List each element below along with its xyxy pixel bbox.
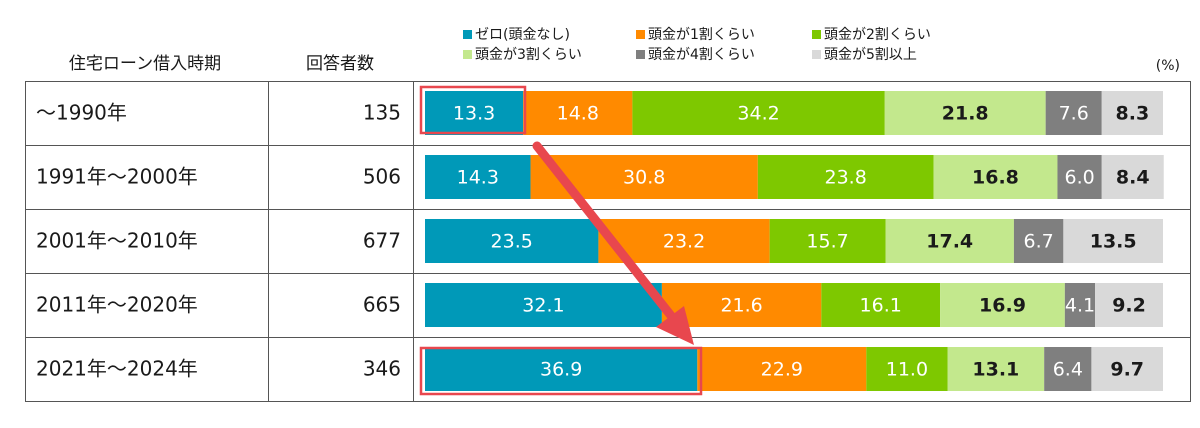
bar-segment [1057, 155, 1102, 199]
bar-segment [884, 91, 1046, 135]
bar-segment [425, 219, 599, 263]
trend-arrow-shaft [532, 141, 681, 327]
bar-segment [885, 219, 1014, 263]
table-grid [25, 81, 1191, 402]
value-label: 8.3 [1116, 103, 1150, 125]
annotations [419, 85, 703, 396]
bar-segment [425, 155, 531, 199]
bar-segment [1013, 219, 1064, 263]
value-label: 7.6 [1059, 103, 1089, 125]
value-label: 16.9 [979, 295, 1026, 317]
value-label: 23.5 [491, 231, 533, 253]
row-label: 2011年～2020年 [36, 293, 198, 317]
value-label: 6.4 [1053, 359, 1083, 381]
legend-label: 頭金が3割くらい [475, 47, 582, 63]
value-label: 16.8 [972, 167, 1019, 189]
value-label: 6.0 [1064, 167, 1094, 189]
bar-segment [940, 283, 1065, 327]
highlight-box [419, 85, 527, 135]
value-label: 22.9 [761, 359, 803, 381]
respondents: 135 [363, 101, 401, 125]
value-label: 13.3 [453, 103, 495, 125]
legend-label: 頭金が1割くらい [648, 27, 755, 43]
value-label: 32.1 [522, 295, 564, 317]
value-label: 17.4 [926, 231, 973, 253]
bar-segment [866, 347, 948, 391]
row-label: 2001年～2010年 [36, 229, 198, 253]
legend-swatch [812, 30, 821, 39]
value-label: 16.1 [860, 295, 902, 317]
bar-segment [425, 347, 698, 391]
value-label: 13.5 [1090, 231, 1137, 253]
legend-swatch [463, 50, 472, 59]
bar-segment [1101, 155, 1164, 199]
bar-segment [425, 283, 662, 327]
legend-swatch [636, 30, 645, 39]
legend-label: 頭金が4割くらい [648, 47, 755, 63]
bar-segment [1044, 347, 1092, 391]
value-label: 21.6 [720, 295, 762, 317]
highlight-box [419, 346, 703, 396]
trend-arrow-head [656, 306, 694, 345]
value-label: 11.0 [886, 359, 928, 381]
value-label: 36.9 [540, 359, 582, 381]
value-label: 30.8 [623, 167, 665, 189]
value-label: 15.7 [806, 231, 848, 253]
legend-swatch [463, 30, 472, 39]
unit-label: (%) [1156, 58, 1180, 74]
bar-segment [523, 91, 633, 135]
row-label: 1991年～2000年 [36, 165, 198, 189]
category-header: 住宅ローン借入時期 [69, 54, 221, 74]
respondents: 677 [363, 229, 401, 253]
respondents: 665 [363, 293, 401, 317]
value-label: 4.1 [1065, 295, 1095, 317]
row-label: 2021年～2024年 [36, 357, 198, 381]
bar-segment [1095, 283, 1163, 327]
legend-label: ゼロ(頭金なし) [475, 27, 570, 43]
bar-segment [933, 155, 1058, 199]
bar-segment [1091, 347, 1163, 391]
table-border [25, 81, 1191, 402]
bar-segment [757, 155, 934, 199]
bar-segment [1101, 91, 1163, 135]
row-label: ～1990年 [36, 101, 127, 125]
value-label: 8.4 [1116, 167, 1150, 189]
legend-label: 頭金が2割くらい [824, 27, 931, 43]
value-label: 13.1 [972, 359, 1019, 381]
bar-segment [1045, 91, 1102, 135]
bars: 13.3 14.8 34.2 21.8 7.6 8.3 14.3 30.8 23.8 16.8 6.… [425, 91, 1164, 391]
bar-segment [1064, 283, 1096, 327]
bar-segment [769, 219, 886, 263]
value-label: 9.2 [1112, 295, 1146, 317]
value-label: 23.2 [663, 231, 705, 253]
bar-segment [632, 91, 885, 135]
bar-segment [1063, 219, 1163, 263]
value-label: 14.3 [457, 167, 499, 189]
value-label: 9.7 [1110, 359, 1144, 381]
respondents-header: 回答者数 [306, 53, 374, 74]
bar-segment [661, 283, 822, 327]
bar-segment [697, 347, 867, 391]
legend-label: 頭金が5割以上 [824, 47, 917, 63]
bar-segment [425, 91, 524, 135]
value-label: 6.7 [1024, 231, 1054, 253]
value-label: 23.8 [825, 167, 867, 189]
bar-segment [947, 347, 1045, 391]
respondents: 506 [363, 165, 401, 189]
bar-segment [821, 283, 941, 327]
value-label: 14.8 [557, 103, 599, 125]
value-label: 34.2 [737, 103, 779, 125]
respondents: 346 [363, 357, 401, 381]
legend-swatch [636, 50, 645, 59]
value-label: 21.8 [942, 103, 989, 125]
legend-swatch [812, 50, 821, 59]
